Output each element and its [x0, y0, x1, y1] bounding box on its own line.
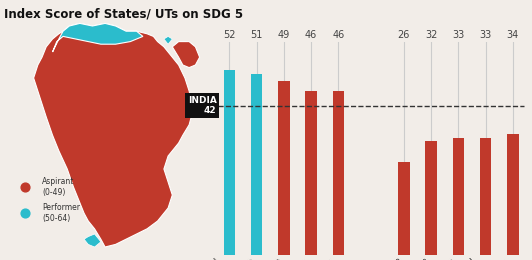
- Text: 51: 51: [251, 30, 263, 40]
- Bar: [332, 91, 344, 255]
- Text: 26: 26: [397, 30, 410, 40]
- Bar: [398, 162, 410, 255]
- Text: Index Score of States/ UTs on SDG 5: Index Score of States/ UTs on SDG 5: [4, 8, 243, 21]
- Text: 46: 46: [332, 30, 344, 40]
- Bar: [453, 138, 464, 255]
- Text: 46: 46: [305, 30, 317, 40]
- Polygon shape: [53, 23, 143, 52]
- Bar: [507, 134, 519, 255]
- Bar: [305, 91, 317, 255]
- Polygon shape: [34, 23, 193, 247]
- Bar: [278, 81, 289, 255]
- Polygon shape: [84, 234, 101, 247]
- Bar: [223, 70, 235, 255]
- Text: 33: 33: [479, 30, 492, 40]
- Text: 34: 34: [507, 30, 519, 40]
- Polygon shape: [172, 42, 200, 68]
- Polygon shape: [164, 36, 172, 44]
- Text: 52: 52: [223, 30, 236, 40]
- Text: Aspirant
(0-49): Aspirant (0-49): [42, 178, 74, 197]
- Point: [21, 211, 29, 215]
- Text: INDIA
42: INDIA 42: [188, 96, 217, 115]
- Bar: [480, 138, 492, 255]
- Text: 49: 49: [278, 30, 290, 40]
- Bar: [251, 74, 262, 255]
- Bar: [426, 141, 437, 255]
- Text: 32: 32: [425, 30, 437, 40]
- Text: 33: 33: [452, 30, 464, 40]
- Point: [21, 185, 29, 189]
- Text: Performer
(50-64): Performer (50-64): [42, 204, 80, 223]
